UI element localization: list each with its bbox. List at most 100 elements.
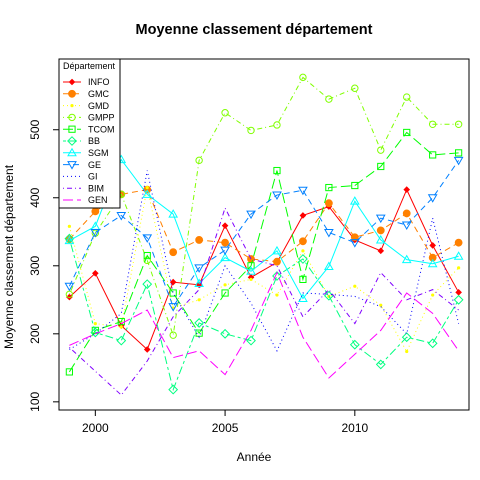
- data-point-gmpp: [169, 331, 177, 339]
- series-tcom: [65, 128, 463, 376]
- data-point-gmc: [350, 233, 359, 242]
- data-point-sgm: [64, 235, 75, 245]
- data-point-tcom: [429, 151, 437, 159]
- data-point-gmc: [324, 199, 333, 208]
- data-point-sgm: [453, 251, 464, 260]
- data-point-info: [221, 222, 229, 229]
- data-point-tcom: [455, 149, 463, 157]
- data-point-bb: [272, 271, 282, 281]
- data-point-ge: [90, 228, 101, 238]
- data-point-sgm: [298, 293, 308, 302]
- data-point-ge: [401, 221, 412, 230]
- legend-swatch-marker: [68, 125, 76, 133]
- data-point-info: [429, 242, 436, 249]
- data-point-gmc: [195, 236, 204, 244]
- data-point-bb: [375, 359, 386, 370]
- data-point-gmc: [402, 209, 411, 218]
- data-point-gmc: [454, 238, 463, 247]
- data-point-bb: [427, 338, 438, 349]
- data-point-bb: [298, 254, 308, 264]
- data-point-gmc: [221, 238, 229, 247]
- data-point-sgm: [220, 252, 230, 262]
- data-point-bb: [401, 332, 412, 343]
- x-tick-label: 2000: [82, 421, 109, 435]
- data-point-info: [143, 346, 151, 353]
- data-point-tcom: [221, 289, 229, 297]
- legend-item-tcom: TCOM: [63, 124, 115, 134]
- data-point-info: [377, 247, 385, 255]
- data-point-sgm: [401, 254, 412, 264]
- data-point-gmpp: [273, 121, 281, 129]
- data-point-gmpp: [143, 256, 151, 265]
- data-point-bb: [453, 294, 464, 305]
- data-point-sgm: [246, 266, 256, 275]
- data-point-ge: [375, 214, 386, 224]
- legend-box: [58, 58, 121, 209]
- data-point-bb: [194, 318, 205, 328]
- data-point-gmd: [301, 249, 305, 253]
- data-point-ge: [246, 210, 256, 220]
- data-point-ge: [349, 239, 360, 248]
- series-line-gmd: [68, 187, 459, 353]
- legend-item-gen: GEN: [63, 195, 108, 205]
- series-gmc: [65, 185, 463, 266]
- legend-label: GMPP: [88, 113, 115, 123]
- y-tick-label: 400: [28, 187, 42, 207]
- x-axis-label: Année: [237, 450, 272, 464]
- y-tick-label: 300: [28, 255, 42, 275]
- legend-item-ge: GE: [63, 160, 101, 170]
- series-line-gmpp: [68, 76, 459, 336]
- data-point-gmd: [275, 293, 279, 297]
- legend-swatch-marker: [70, 104, 74, 108]
- series-sgm: [64, 154, 464, 302]
- data-point-gmpp: [299, 73, 307, 82]
- legend-label: GE: [88, 160, 101, 170]
- data-point-sgm: [324, 261, 334, 270]
- series-line-bb: [68, 238, 460, 392]
- data-point-gmd: [353, 284, 357, 288]
- data-point-gmd: [93, 322, 97, 326]
- legend-item-bim: BIM: [63, 183, 104, 193]
- legend-item-bb: BB: [63, 136, 100, 146]
- legend-swatch-marker: [67, 161, 77, 170]
- data-point-gmc: [428, 253, 437, 262]
- series-ge: [64, 156, 464, 312]
- data-point-bb: [142, 279, 153, 290]
- legend-swatch-marker: [67, 136, 77, 146]
- x-tick-label: 2010: [341, 421, 368, 435]
- data-point-bb: [168, 384, 179, 395]
- legend-item-info: INFO: [63, 77, 110, 87]
- data-point-ge: [298, 186, 308, 196]
- data-point-tcom: [143, 251, 151, 260]
- x-tick-label: 2005: [212, 421, 239, 435]
- y-tick-label: 200: [28, 323, 42, 343]
- data-point-ge: [220, 246, 230, 256]
- series-line-gmc: [69, 189, 459, 263]
- data-point-tcom: [247, 262, 255, 270]
- series-line-info: [69, 188, 460, 351]
- data-point-ge: [64, 282, 75, 292]
- series-bim: [69, 206, 459, 396]
- y-tick-label: 500: [28, 119, 42, 139]
- data-point-sgm: [272, 245, 282, 255]
- data-point-ge: [272, 191, 282, 201]
- data-point-bb: [64, 233, 75, 244]
- data-point-gmc: [91, 207, 100, 216]
- legend-item-gmc: GMC: [63, 89, 109, 99]
- data-point-ge: [453, 156, 464, 166]
- legend-label: BB: [88, 136, 100, 146]
- legend-swatch-marker: [68, 78, 76, 86]
- series-bb: [64, 233, 464, 395]
- data-point-bb: [349, 339, 360, 350]
- data-point-gmd: [119, 325, 123, 329]
- data-point-gmd: [67, 224, 71, 228]
- data-point-gmd: [249, 277, 253, 281]
- data-point-gmd: [405, 349, 409, 354]
- legend-title: Département: [63, 61, 116, 71]
- legend-label: SGM: [88, 148, 109, 158]
- data-point-ge: [116, 211, 127, 221]
- data-point-tcom: [403, 128, 411, 137]
